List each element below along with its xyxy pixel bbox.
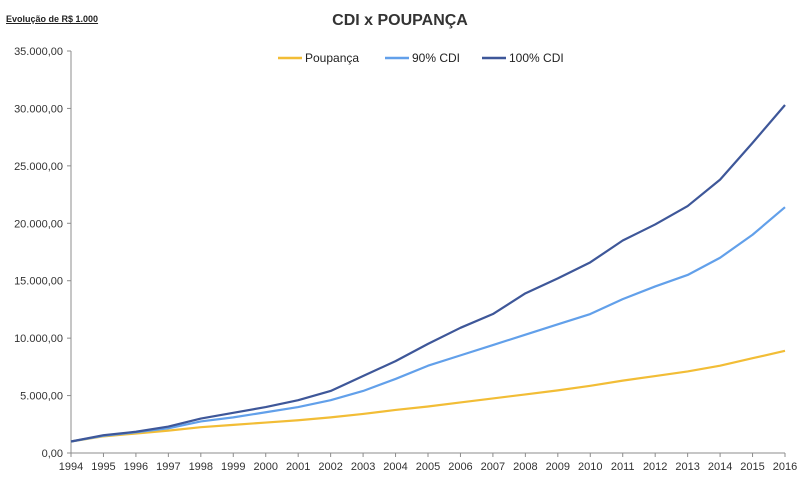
x-tick-label: 2003 [351,461,375,473]
x-tick-label: 2013 [675,461,699,473]
x-tick-label: 1995 [91,461,115,473]
x-tick-label: 2016 [773,461,797,473]
axes: 0,00 5.000,00 10.000,00 15.000,00 20.000,00 2… [14,46,797,473]
x-tick-label: 2001 [286,461,310,473]
x-tick-label: 1997 [156,461,180,473]
y-tick-label: 20.000,00 [14,218,63,230]
x-tick-label: 1994 [59,461,83,473]
x-tick-label: 2014 [708,461,732,473]
y-tick-label: 25.000,00 [14,161,63,173]
x-tick-label: 1998 [189,461,213,473]
x-tick-label: 2010 [578,461,602,473]
series-line-poupan-a [70,349,786,443]
y-tick-label: 5.000,00 [20,391,63,403]
x-tick-label: 2005 [416,461,440,473]
y-tick-label: 0,00 [42,448,63,460]
chart-title: CDI x POUPANÇA [332,12,468,29]
x-tick-label: 2015 [740,461,764,473]
y-tick-label: 10.000,00 [14,333,63,345]
x-tick-label: 2008 [513,461,537,473]
x-tick-label: 2006 [448,461,472,473]
x-tick-label: 2000 [253,461,277,473]
y-tick-label: 30.000,00 [14,103,63,115]
series-layer [70,104,786,443]
series-line-90-cdi [70,206,786,443]
x-tick-label: 2011 [611,461,635,473]
x-tick-label: 2009 [546,461,570,473]
x-tick-label: 1999 [221,461,245,473]
chart-note: Evolução de R$ 1.000 [6,14,99,24]
y-tick-label: 35.000,00 [14,46,63,58]
legend-label-100-cdi: 100% CDI [509,51,564,65]
x-tick-label: 1996 [124,461,148,473]
legend-label-poupan-a: Poupança [305,51,359,65]
series-line-100-cdi [70,104,786,443]
x-tick-label: 2004 [383,461,407,473]
legend: Poupança 90% CDI 100% CDI [278,51,564,65]
legend-label-90-cdi: 90% CDI [412,51,460,65]
x-tick-label: 2012 [643,461,667,473]
y-tick-label: 15.000,00 [14,276,63,288]
x-tick-label: 2007 [481,461,505,473]
x-tick-label: 2002 [318,461,342,473]
